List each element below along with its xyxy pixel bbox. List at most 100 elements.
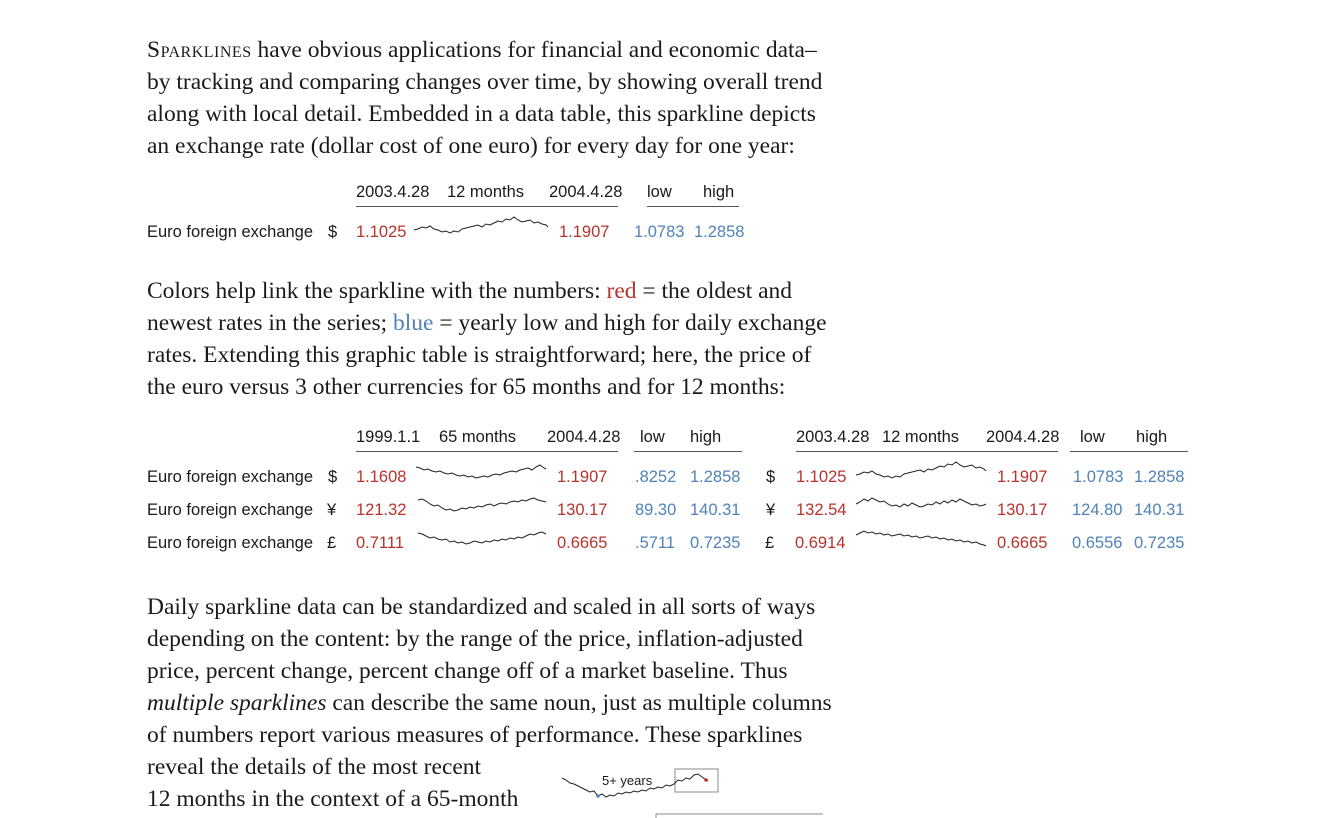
multiple-sparklines-emphasis: multiple sparklines [147,690,327,716]
t2-row3-left-sparkline [417,531,547,545]
colors-paragraph: Colors help link the sparkline with the … [147,275,907,403]
t1-header-period: 12 months [447,183,525,201]
intro-paragraph: Sparklines have obvious applications for… [147,34,907,162]
t2-row1-right-low: 1.0783 [1073,468,1124,486]
t2-row1-left-sparkline [415,464,547,479]
t2-row1-left-end: 1.1907 [557,468,608,486]
t2-left-rule-a [356,451,618,452]
t1-header-high: high [703,183,735,201]
t2-row2-right-end: 130.17 [997,501,1048,519]
t1-rule-right [647,206,739,207]
standardize-line-7: 12 months in the context of a 65-month [147,786,519,812]
t2-row2-label: Euro foreign exchange [147,501,314,519]
t1-row-end: 1.1907 [559,223,610,241]
standardize-paragraph: Daily sparkline data can be standardized… [147,591,907,815]
inset-box-small [674,768,719,793]
standardize-line-6: reveal the details of the most recent [147,754,482,780]
inset-label: 5+ years [602,773,653,788]
t2-row1-label: Euro foreign exchange [147,468,314,486]
t2-row1-left-low: .8252 [635,468,677,486]
colors-line-3: rates. Extending this graphic table is s… [147,342,812,368]
red-word: red [606,278,637,304]
t1-row-high: 1.2858 [694,223,745,241]
t2-row2-right-high: 140.31 [1134,501,1185,519]
t1-row-label: Euro foreign exchange [147,223,314,241]
t2-left-rule-b [634,451,742,452]
t2-row1-left-high: 1.2858 [690,468,741,486]
t2-row2-left-low: 89.30 [635,501,677,519]
standardize-line-3: price, percent change, percent change of… [147,658,788,684]
t2-row2-right-symbol: ¥ [766,501,776,519]
t2-row3-left-end: 0.6665 [557,534,608,552]
t1-sparkline [413,216,549,234]
t2-row3-left-high: 0.7235 [690,534,741,552]
t2-row1-right-line [855,461,987,479]
t2-row1-right-start: 1.1025 [796,468,847,486]
t2-row1-left-line [415,464,547,479]
t2-left-header-end: 2004.4.28 [547,428,621,446]
standardize-line-5: of numbers report various measures of pe… [147,722,803,748]
t1-rule-left [356,206,618,207]
intro-line-1: Sparklines have obvious applications for… [147,37,817,63]
t2-row2-right-sparkline [855,497,987,508]
colors-line-4: the euro versus 3 other currencies for 6… [147,374,786,400]
t2-row1-right-high: 1.2858 [1134,468,1185,486]
inset-low-dot [596,794,600,798]
t2-left-header-low: low [640,428,665,446]
t1-row-start: 1.1025 [356,223,407,241]
t2-row2-left-line [417,497,547,512]
t2-left-header-high: high [690,428,722,446]
t2-row3-right-end: 0.6665 [997,534,1048,552]
t2-row2-left-high: 140.31 [690,501,741,519]
t2-row2-right-line [855,497,987,508]
t2-left-header-start: 1999.1.1 [356,428,421,446]
standardize-line-4: multiple sparklines can describe the sam… [147,690,832,716]
t2-row3-right-high: 0.7235 [1134,534,1185,552]
t2-row3-right-start: 0.6914 [795,534,846,552]
t2-row2-left-start: 121.32 [356,501,407,519]
intro-line-2: by tracking and comparing changes over t… [147,69,823,95]
t2-row1-right-sparkline [855,461,987,479]
t1-header-start: 2003.4.28 [356,183,430,201]
t2-row2-left-end: 130.17 [557,501,608,519]
t2-row3-symbol: £ [327,534,337,552]
t2-row2-right-low: 124.80 [1072,501,1123,519]
t2-left-header-period: 65 months [439,428,517,446]
t2-row3-right-low: 0.6556 [1072,534,1123,552]
inset-sparkline-line [561,773,709,798]
intro-line-3: along with local detail. Embedded in a d… [147,101,816,127]
t2-row2-right-start: 132.54 [796,501,847,519]
t2-right-rule-b [1070,451,1188,452]
t2-row3-label: Euro foreign exchange [147,534,314,552]
t2-row3-left-line [417,531,547,545]
colors-line-2: newest rates in the series; blue = yearl… [147,310,827,336]
t1-row-symbol: $ [328,223,338,241]
t1-header-end: 2004.4.28 [549,183,623,201]
standardize-line-1: Daily sparkline data can be standardized… [147,594,816,620]
t2-right-header-period: 12 months [882,428,960,446]
t2-row1-right-symbol: $ [766,468,776,486]
t1-header-low: low [647,183,672,201]
inset-sparkline-svg [561,768,823,818]
inset-end-dot [704,778,708,782]
t2-right-header-high: high [1136,428,1168,446]
t2-row3-left-low: .5711 [635,534,676,552]
blue-word: blue [393,310,434,336]
intro-lead-word: Sparklines [147,37,252,63]
t2-row2-symbol: ¥ [327,501,337,519]
t2-row3-right-symbol: £ [765,534,775,552]
t2-right-header-end: 2004.4.28 [986,428,1060,446]
t2-row2-left-sparkline [417,497,547,512]
colors-line-1: Colors help link the sparkline with the … [147,278,793,304]
t1-row-low: 1.0783 [634,223,685,241]
intro-line-4: an exchange rate (dollar cost of one eur… [147,133,795,159]
t2-row1-symbol: $ [328,468,338,486]
standardize-line-2: depending on the content: by the range o… [147,626,803,652]
t2-row3-right-line [855,530,987,547]
t2-right-rule-a [796,451,1058,452]
t2-row3-right-sparkline [855,530,987,547]
t2-right-header-low: low [1080,428,1105,446]
t2-row1-left-start: 1.1608 [356,468,407,486]
t2-row3-left-start: 0.7111 [356,534,405,552]
t2-row1-right-end: 1.1907 [997,468,1048,486]
